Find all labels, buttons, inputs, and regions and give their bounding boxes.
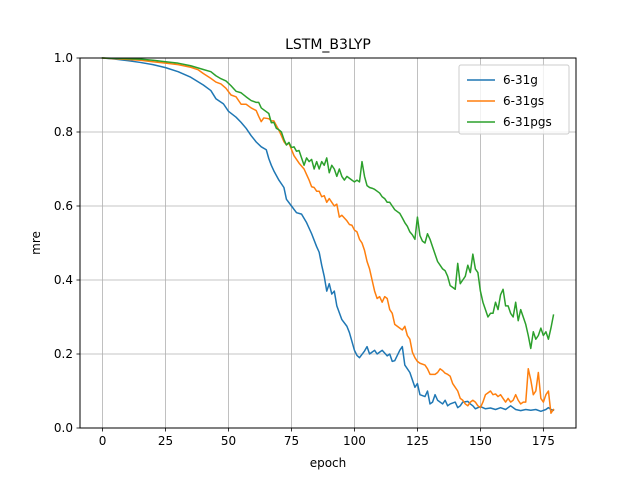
series-line-6-31gs (101, 57, 555, 414)
x-axis-label: epoch (310, 456, 347, 470)
x-tick-label: 75 (284, 434, 299, 448)
axis-ticks: 0 25 50 75 100 125 150 175 0.0 0.2 0.4 0.6 0.8 1.0 (54, 51, 555, 448)
series-line-6-31pgs (101, 57, 555, 350)
x-tick-label: 0 (99, 434, 107, 448)
y-tick-label: 1.0 (54, 51, 73, 65)
x-tick-label: 125 (406, 434, 429, 448)
chart-title: LSTM_B3LYP (285, 37, 371, 53)
x-tick-label: 50 (221, 434, 236, 448)
y-tick-label: 0.4 (54, 273, 73, 287)
series-lines (101, 57, 555, 414)
legend-box (458, 64, 570, 135)
x-tick-label: 175 (532, 434, 555, 448)
legend-label: 6-31g (503, 73, 538, 87)
x-tick-label: 100 (343, 434, 366, 448)
series-line-6-31g (101, 57, 555, 413)
x-tick-label: 150 (469, 434, 492, 448)
plot-frame (79, 57, 577, 429)
legend-label: 6-31pgs (503, 115, 552, 129)
grid-lines (80, 57, 576, 429)
y-tick-label: 0.6 (54, 199, 73, 213)
y-tick-label: 0.0 (54, 421, 73, 435)
y-tick-label: 0.8 (54, 125, 73, 139)
y-axis-label: mre (29, 231, 43, 255)
legend-label: 6-31gs (503, 94, 544, 108)
x-tick-label: 25 (158, 434, 173, 448)
legend: 6-31g 6-31gs 6-31pgs (458, 64, 570, 135)
y-tick-label: 0.2 (54, 347, 73, 361)
